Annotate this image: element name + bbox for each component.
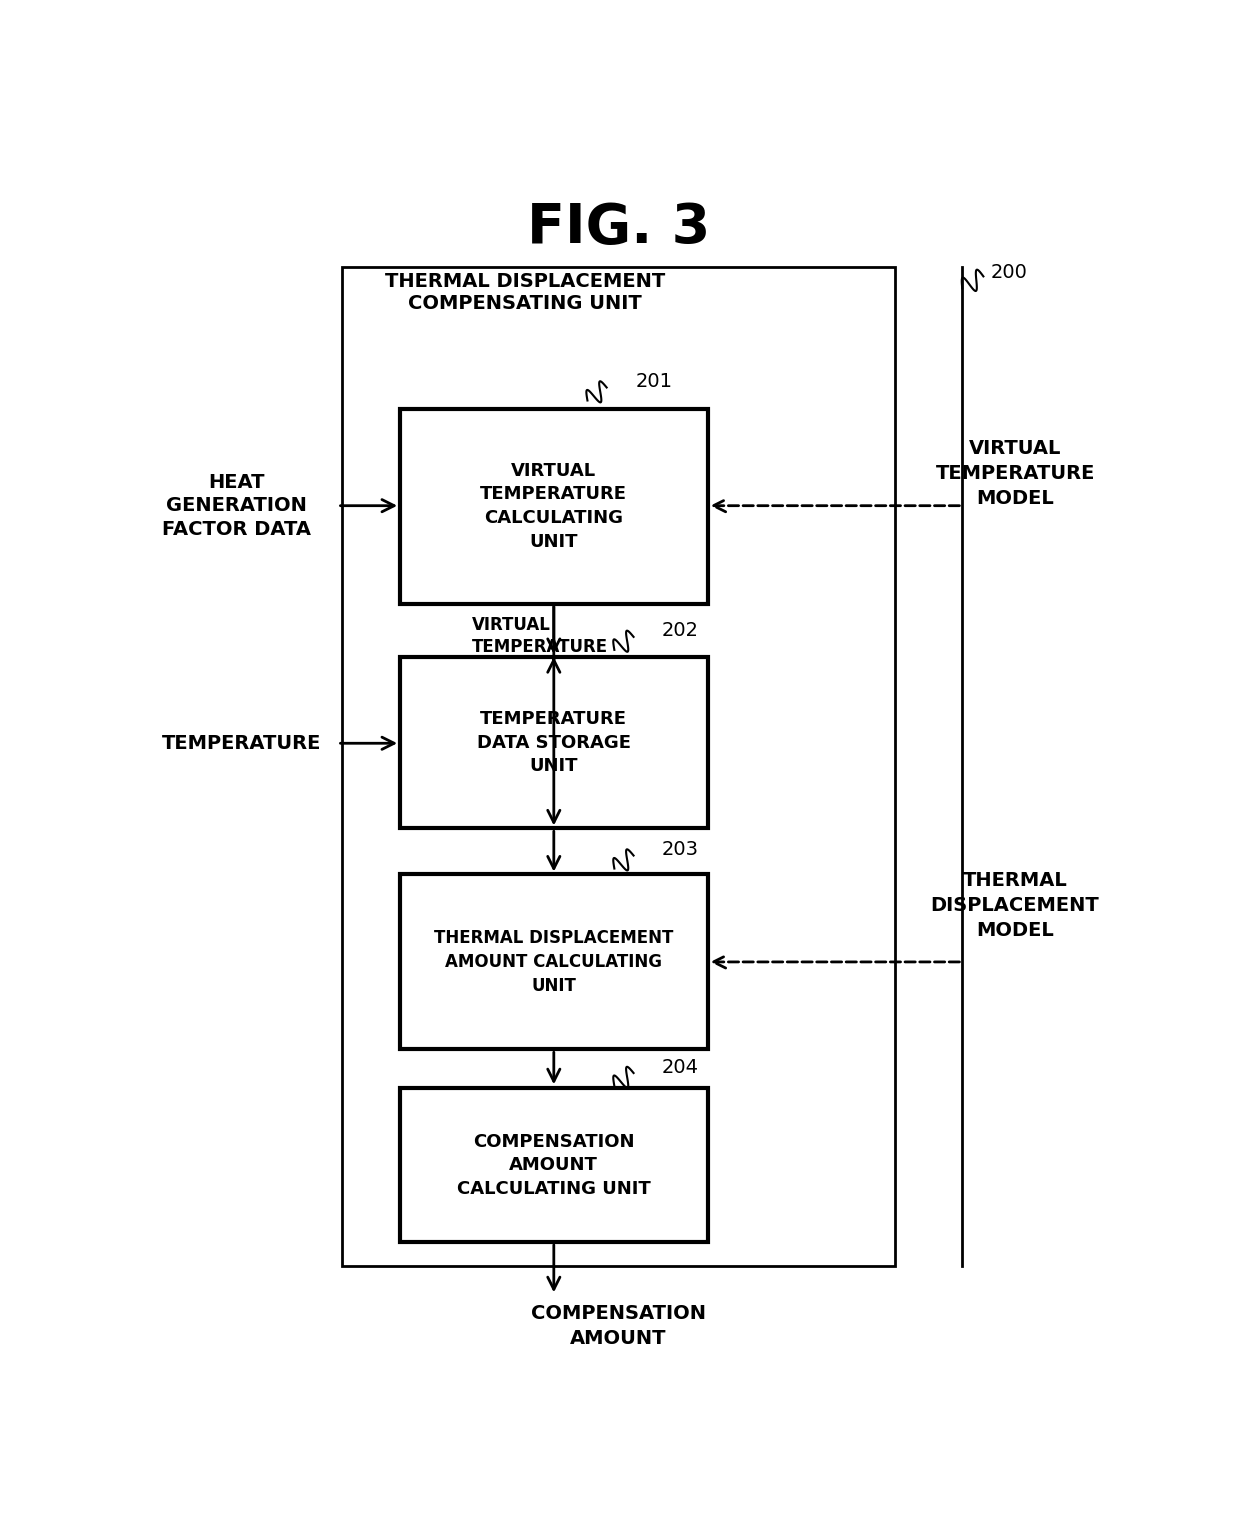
- FancyBboxPatch shape: [401, 657, 708, 829]
- Text: FIG. 3: FIG. 3: [527, 201, 709, 255]
- FancyBboxPatch shape: [401, 408, 708, 603]
- Text: COMPENSATION
AMOUNT: COMPENSATION AMOUNT: [531, 1303, 706, 1348]
- Text: 203: 203: [661, 840, 698, 860]
- Text: TEMPERATURE
DATA STORAGE
UNIT: TEMPERATURE DATA STORAGE UNIT: [477, 711, 631, 775]
- Text: THERMAL DISPLACEMENT
AMOUNT CALCULATING
UNIT: THERMAL DISPLACEMENT AMOUNT CALCULATING …: [434, 929, 673, 995]
- Text: HEAT
GENERATION
FACTOR DATA: HEAT GENERATION FACTOR DATA: [162, 473, 311, 539]
- Text: 204: 204: [661, 1058, 698, 1076]
- FancyBboxPatch shape: [401, 875, 708, 1050]
- Text: VIRTUAL
TEMPERATURE
CALCULATING
UNIT: VIRTUAL TEMPERATURE CALCULATING UNIT: [480, 462, 627, 551]
- Text: COMPENSATION
AMOUNT
CALCULATING UNIT: COMPENSATION AMOUNT CALCULATING UNIT: [458, 1133, 651, 1197]
- FancyBboxPatch shape: [342, 267, 895, 1266]
- Text: 200: 200: [991, 264, 1028, 282]
- Text: 202: 202: [661, 622, 698, 640]
- Text: VIRTUAL
TEMPERATURE: VIRTUAL TEMPERATURE: [472, 616, 609, 655]
- Text: 201: 201: [635, 371, 672, 391]
- Text: TEMPERATURE: TEMPERATURE: [161, 734, 321, 752]
- Text: THERMAL DISPLACEMENT
COMPENSATING UNIT: THERMAL DISPLACEMENT COMPENSATING UNIT: [384, 272, 665, 313]
- FancyBboxPatch shape: [401, 1088, 708, 1242]
- Text: VIRTUAL
TEMPERATURE
MODEL: VIRTUAL TEMPERATURE MODEL: [935, 439, 1095, 508]
- Text: THERMAL
DISPLACEMENT
MODEL: THERMAL DISPLACEMENT MODEL: [931, 870, 1100, 939]
